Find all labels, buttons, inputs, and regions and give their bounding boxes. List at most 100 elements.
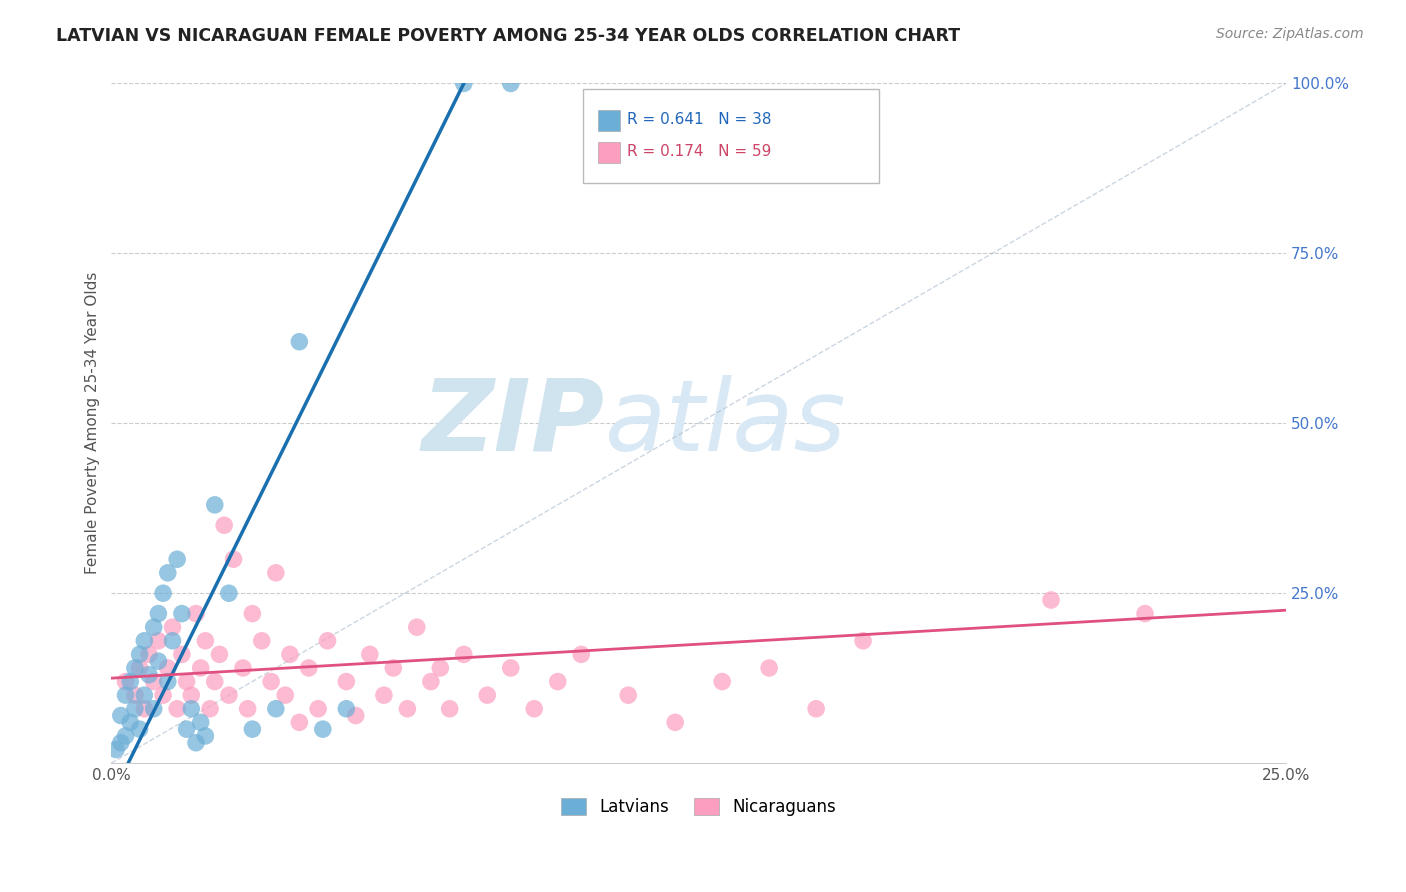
- Point: [711, 674, 734, 689]
- Point: [114, 688, 136, 702]
- Point: [260, 674, 283, 689]
- Point: [134, 633, 156, 648]
- Point: [180, 688, 202, 702]
- Point: [499, 661, 522, 675]
- Point: [758, 661, 780, 675]
- Point: [124, 702, 146, 716]
- Point: [142, 702, 165, 716]
- Point: [170, 607, 193, 621]
- Point: [194, 729, 217, 743]
- Point: [405, 620, 427, 634]
- Point: [288, 715, 311, 730]
- Point: [194, 633, 217, 648]
- Point: [312, 722, 335, 736]
- Point: [1133, 607, 1156, 621]
- Point: [419, 674, 441, 689]
- Point: [664, 715, 686, 730]
- Point: [852, 633, 875, 648]
- Point: [134, 702, 156, 716]
- Point: [335, 702, 357, 716]
- Point: [110, 708, 132, 723]
- Text: atlas: atlas: [605, 375, 846, 472]
- Point: [236, 702, 259, 716]
- Text: R = 0.174   N = 59: R = 0.174 N = 59: [627, 144, 772, 159]
- Point: [208, 648, 231, 662]
- Point: [114, 729, 136, 743]
- Point: [316, 633, 339, 648]
- Point: [138, 648, 160, 662]
- Point: [232, 661, 254, 675]
- Point: [162, 620, 184, 634]
- Point: [180, 702, 202, 716]
- Point: [307, 702, 329, 716]
- Point: [240, 607, 263, 621]
- Text: LATVIAN VS NICARAGUAN FEMALE POVERTY AMONG 25-34 YEAR OLDS CORRELATION CHART: LATVIAN VS NICARAGUAN FEMALE POVERTY AMO…: [56, 27, 960, 45]
- Point: [110, 736, 132, 750]
- Point: [128, 722, 150, 736]
- Point: [804, 702, 827, 716]
- Point: [105, 742, 128, 756]
- Y-axis label: Female Poverty Among 25-34 Year Olds: Female Poverty Among 25-34 Year Olds: [86, 272, 100, 574]
- Point: [523, 702, 546, 716]
- Point: [240, 722, 263, 736]
- Text: Source: ZipAtlas.com: Source: ZipAtlas.com: [1216, 27, 1364, 41]
- Point: [204, 498, 226, 512]
- Point: [190, 715, 212, 730]
- Point: [176, 674, 198, 689]
- Point: [204, 674, 226, 689]
- Point: [218, 688, 240, 702]
- Point: [148, 654, 170, 668]
- Point: [148, 633, 170, 648]
- Point: [335, 674, 357, 689]
- Point: [477, 688, 499, 702]
- Point: [198, 702, 221, 716]
- Point: [190, 661, 212, 675]
- Point: [138, 667, 160, 681]
- Point: [170, 648, 193, 662]
- Point: [124, 688, 146, 702]
- Point: [166, 552, 188, 566]
- Point: [264, 702, 287, 716]
- Point: [288, 334, 311, 349]
- Point: [453, 77, 475, 91]
- Point: [128, 648, 150, 662]
- Point: [148, 607, 170, 621]
- Point: [344, 708, 367, 723]
- Point: [359, 648, 381, 662]
- Point: [176, 722, 198, 736]
- Point: [617, 688, 640, 702]
- Point: [499, 77, 522, 91]
- Point: [120, 674, 142, 689]
- Point: [1040, 593, 1063, 607]
- Point: [453, 648, 475, 662]
- Point: [166, 702, 188, 716]
- Point: [162, 633, 184, 648]
- Point: [184, 607, 207, 621]
- Point: [278, 648, 301, 662]
- Point: [439, 702, 461, 716]
- Text: ZIP: ZIP: [422, 375, 605, 472]
- Point: [547, 674, 569, 689]
- Point: [156, 674, 179, 689]
- Point: [212, 518, 235, 533]
- Point: [274, 688, 297, 702]
- Point: [156, 661, 179, 675]
- Point: [250, 633, 273, 648]
- Point: [152, 688, 174, 702]
- Point: [373, 688, 395, 702]
- Point: [152, 586, 174, 600]
- Point: [429, 661, 451, 675]
- Point: [382, 661, 405, 675]
- Point: [156, 566, 179, 580]
- Point: [222, 552, 245, 566]
- Point: [184, 736, 207, 750]
- Point: [569, 648, 592, 662]
- Point: [128, 661, 150, 675]
- Point: [142, 620, 165, 634]
- Point: [396, 702, 419, 716]
- Point: [114, 674, 136, 689]
- Point: [142, 674, 165, 689]
- Point: [218, 586, 240, 600]
- Legend: Latvians, Nicaraguans: Latvians, Nicaraguans: [554, 791, 844, 822]
- Point: [298, 661, 321, 675]
